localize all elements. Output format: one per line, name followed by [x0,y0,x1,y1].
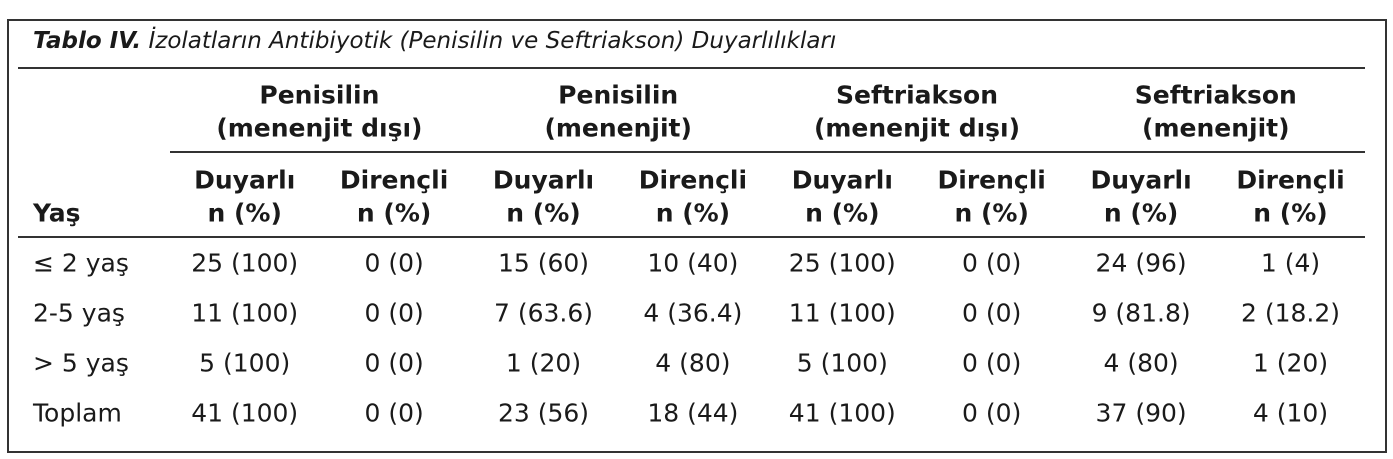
cell: 0 (0) [962,348,1022,378]
rule [18,236,1365,238]
cell: 1 (4) [1260,248,1321,278]
column-header: n (%) [954,198,1029,228]
cell: 4 (36.4) [643,298,743,328]
cell: 24 (96) [1095,248,1187,278]
cell: 4 (80) [1103,348,1179,378]
group-header: (menenjit) [544,113,692,143]
column-header: n (%) [506,198,581,228]
cell: 1 (20) [1252,348,1329,378]
cell: 5 (100) [796,348,888,378]
cell: 0 (0) [364,398,424,428]
cell: 25 (100) [788,248,896,278]
column-header: n (%) [1253,198,1328,228]
column-header: Dirençli [638,165,748,195]
column-header: n (%) [356,198,432,228]
cell: 0 (0) [364,248,424,278]
cell: 0 (0) [364,348,424,378]
cell: 0 (0) [962,298,1022,328]
title-label: Tablo IV. [33,28,142,54]
cell: 9 (81.8) [1091,298,1191,328]
column-header: n (%) [655,198,731,228]
cell: 11 (100) [788,298,896,328]
cell: 37 (90) [1095,398,1187,428]
column-header: n (%) [805,198,880,228]
cell: 23 (56) [497,398,590,428]
column-header: Dirençli [339,165,449,195]
cell: 0 (0) [962,398,1022,428]
group-header: (menenjit dışı) [216,113,423,143]
cell: 7 (63.6) [493,298,594,328]
cell: 41 (100) [191,398,299,428]
row-label: > 5 yaş [33,348,129,378]
group-header: Seftriakson [835,80,999,110]
rule [18,67,1365,69]
cell: 25 (100) [191,248,299,278]
cell: 1 (20) [505,348,582,378]
column-header: n (%) [207,198,282,228]
row-header: Yaş [33,198,81,228]
group-header: (menenjit) [1142,113,1290,143]
row-label: ≤ 2 yaş [33,248,129,278]
cell: 2 (18.2) [1240,298,1341,328]
title-text: İzolatların Antibiyotik (Penisilin ve Se… [148,28,837,54]
column-header: Duyarlı [1090,165,1192,195]
column-header: Dirençli [937,165,1046,195]
row-label: 2-5 yaş [33,298,125,328]
column-header: Dirençli [1236,165,1345,195]
cell: 11 (100) [191,298,299,328]
cell: 0 (0) [364,298,424,328]
cell: 4 (10) [1252,398,1329,428]
cell: 10 (40) [647,248,739,278]
table-title: Tablo IV. İzolatların Antibiyotik (Penis… [33,28,836,54]
row-label: Toplam [33,398,122,428]
table-frame [7,19,1387,453]
group-header: Penisilin [259,80,380,110]
column-header: Duyarlı [791,165,893,195]
cell: 4 (80) [655,348,731,378]
group-header: (menenjit dışı) [813,113,1021,143]
column-header: n (%) [1103,198,1179,228]
cell: 41 (100) [788,398,896,428]
cell: 0 (0) [962,248,1022,278]
cell: 15 (60) [497,248,590,278]
cell: 18 (44) [647,398,739,428]
group-header: Seftriakson [1134,80,1297,110]
column-header: Duyarlı [492,165,595,195]
rule [170,151,1365,153]
column-header: Duyarlı [194,165,296,195]
group-header: Penisilin [558,80,679,110]
cell: 5 (100) [199,348,291,378]
